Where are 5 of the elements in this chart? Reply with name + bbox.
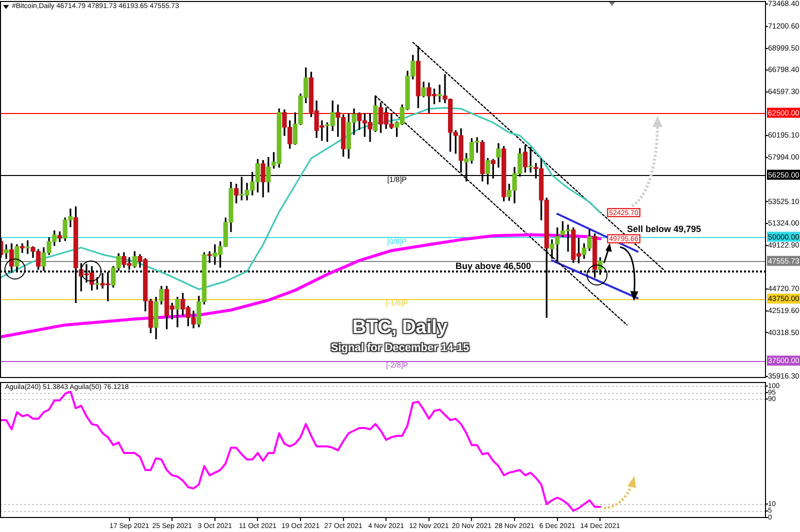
text: Signal for December 14-15 [330, 342, 470, 354]
annotation: Sell below 49,795 [627, 224, 702, 234]
ref-line-label: Buy above 46,500 [455, 260, 531, 271]
text: BTC, Daily [352, 317, 448, 339]
candlestick [207, 251, 212, 263]
